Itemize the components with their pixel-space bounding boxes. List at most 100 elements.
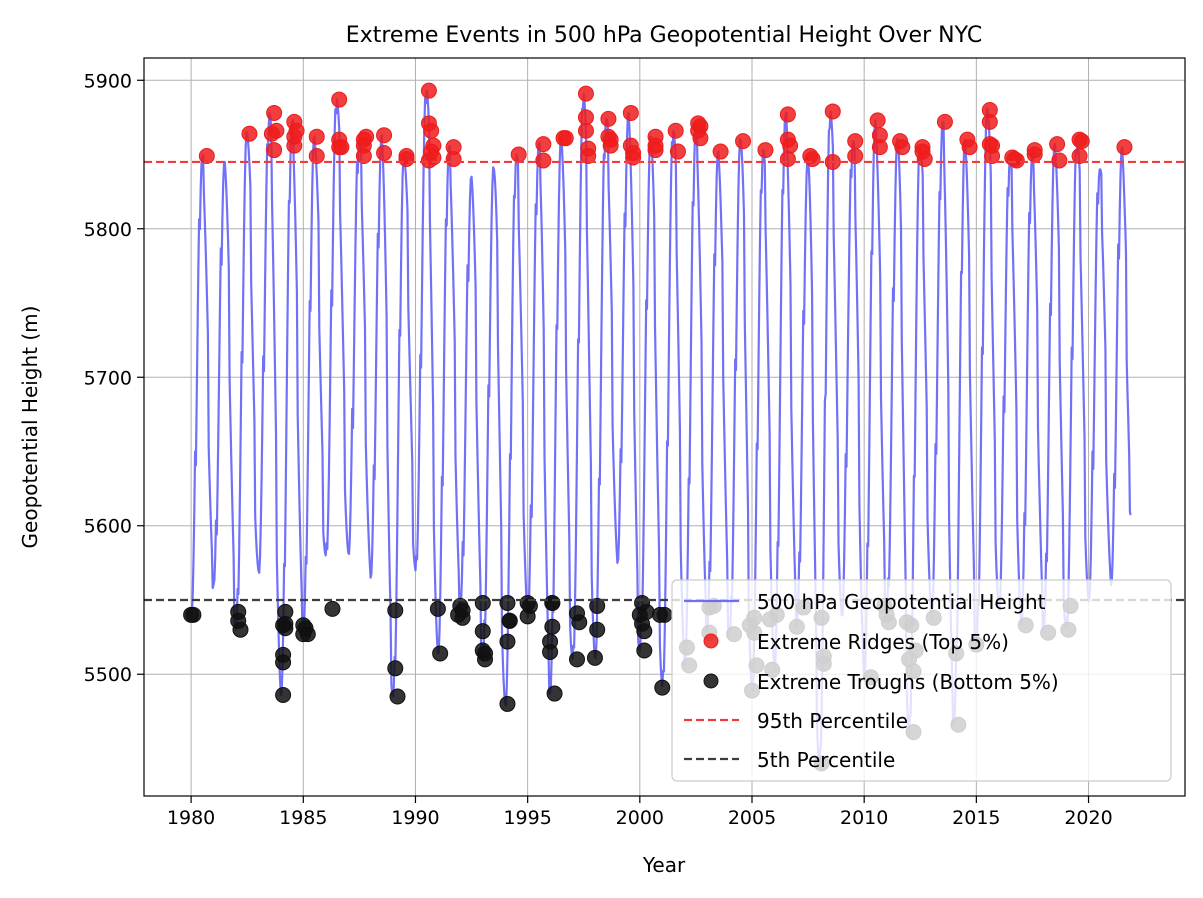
ridge-point [692, 118, 709, 135]
ridge-point [600, 110, 617, 127]
ridge-point [445, 150, 462, 167]
legend: 500 hPa Geopotential Height Extreme Ridg… [671, 579, 1172, 782]
ridge-point [423, 122, 440, 139]
ridge-point [580, 148, 597, 165]
ridge-point [804, 150, 821, 167]
ridge-point [1051, 152, 1068, 169]
trough-point [275, 687, 292, 704]
ridge-point [647, 142, 664, 159]
ridge-point [779, 106, 796, 123]
ridge-point [331, 91, 348, 108]
ridge-point [420, 82, 437, 99]
legend-label-troughs: Extreme Troughs (Bottom 5%) [757, 670, 1059, 694]
trough-point [474, 594, 491, 611]
x-tick-label: 1980 [167, 807, 215, 829]
ridge-point [712, 143, 729, 160]
trough-point [499, 594, 516, 611]
ridge-point [757, 142, 774, 159]
ridge-point [398, 150, 415, 167]
ridge-point [268, 122, 285, 139]
y-tick-label: 5600 [84, 516, 132, 538]
x-axis-label: Year [642, 853, 686, 877]
trough-point [185, 606, 202, 623]
trough-point [571, 614, 588, 631]
ridge-point [308, 148, 325, 165]
legend-label-ridges: Extreme Ridges (Top 5%) [757, 630, 1009, 654]
y-tick-label: 5900 [84, 70, 132, 92]
legend-box [671, 579, 1172, 782]
ridge-point [824, 103, 841, 120]
x-tick-label: 2005 [728, 807, 776, 829]
ridge-point [286, 137, 303, 154]
ridge-point [266, 142, 283, 159]
trough-point [277, 615, 294, 632]
ridge-point [1116, 139, 1133, 156]
ridge-point [577, 122, 594, 139]
x-tick-label: 2010 [840, 807, 888, 829]
y-axis-label: Geopotential Height (m) [18, 306, 42, 549]
ridge-point [308, 128, 325, 145]
trough-point [544, 594, 561, 611]
ridge-point [333, 139, 350, 156]
ridge-point [535, 152, 552, 169]
ridge-point [984, 137, 1001, 154]
x-tick-label: 2015 [952, 807, 1000, 829]
trough-point [474, 623, 491, 640]
ridge-point [288, 122, 305, 139]
ridge-point [577, 85, 594, 102]
ridge-point [358, 128, 375, 145]
trough-point [589, 597, 606, 614]
trough-point [499, 633, 516, 650]
trough-point [389, 688, 406, 705]
chart-title: Extreme Events in 500 hPa Geopotential H… [346, 23, 982, 48]
ridge-point [936, 113, 953, 130]
trough-point [230, 603, 247, 620]
x-tick-label: 2020 [1064, 807, 1112, 829]
ridge-point [535, 136, 552, 153]
ridge-points [198, 82, 1133, 170]
ridge-point [1008, 152, 1025, 169]
ridge-point [667, 122, 684, 139]
trough-point [477, 645, 494, 662]
plot-frame [143, 57, 1186, 797]
legend-trough-swatch [703, 673, 719, 689]
x-tick-label: 1995 [503, 807, 551, 829]
trough-point [569, 651, 586, 668]
trough-point [542, 633, 559, 650]
trough-point [654, 679, 671, 696]
legend-ridge-swatch [703, 633, 719, 649]
ridge-point [376, 127, 393, 144]
trough-point [324, 600, 341, 617]
ridge-point [1049, 136, 1066, 153]
ridge-point [622, 104, 639, 121]
ridge-point [241, 125, 258, 142]
trough-point [501, 612, 518, 629]
trough-point [387, 602, 404, 619]
ridge-point [961, 139, 978, 156]
trough-point [521, 597, 538, 614]
ridge-point [782, 137, 799, 154]
ridge-point [602, 137, 619, 154]
ridge-point [577, 109, 594, 126]
x-tick-label: 1985 [279, 807, 327, 829]
ridge-point [266, 104, 283, 121]
ridge-point [869, 112, 886, 129]
x-tick-label: 1990 [391, 807, 439, 829]
ridge-point [916, 150, 933, 167]
ridge-point [1026, 142, 1043, 159]
legend-label-line: 500 hPa Geopotential Height [757, 590, 1046, 614]
y-tick-label: 5800 [84, 219, 132, 241]
y-tick-label: 5500 [84, 664, 132, 686]
trough-point [299, 626, 316, 643]
trough-point [546, 685, 563, 702]
trough-point [586, 649, 603, 666]
trough-point [589, 621, 606, 638]
trough-point [275, 646, 292, 663]
ridge-point [847, 133, 864, 150]
trough-point [432, 645, 449, 662]
trough-point [544, 618, 561, 635]
trough-point [232, 621, 249, 638]
legend-label-p5: 5th Percentile [757, 748, 895, 772]
ridge-point [894, 139, 911, 156]
trough-point [636, 642, 653, 659]
